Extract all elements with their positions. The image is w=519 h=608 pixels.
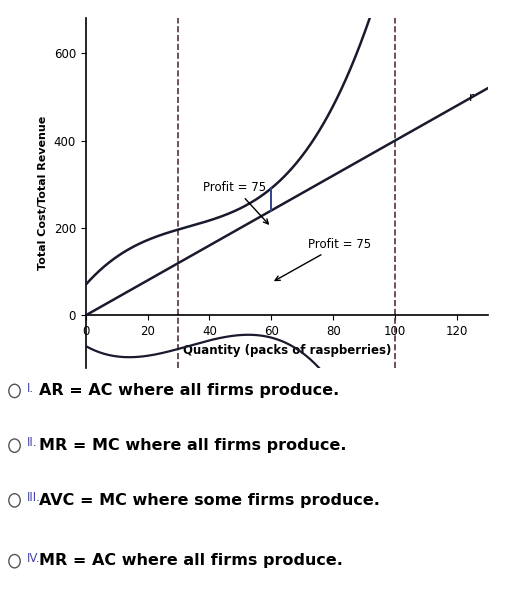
Text: Profit = 75: Profit = 75 <box>275 238 372 280</box>
Text: r: r <box>469 91 474 104</box>
Text: Profit = 75: Profit = 75 <box>203 181 268 224</box>
Text: II.: II. <box>27 437 37 449</box>
Text: AVC = MC where some firms produce.: AVC = MC where some firms produce. <box>39 492 380 508</box>
X-axis label: Quantity (packs of raspberries): Quantity (packs of raspberries) <box>183 344 391 357</box>
Text: AR = AC where all firms produce.: AR = AC where all firms produce. <box>39 383 339 398</box>
Text: MR = AC where all firms produce.: MR = AC where all firms produce. <box>39 553 343 568</box>
Y-axis label: Total Cost/Total Revenue: Total Cost/Total Revenue <box>38 116 48 270</box>
Text: III.: III. <box>27 491 41 504</box>
Text: I.: I. <box>27 382 34 395</box>
Text: MR = MC where all firms produce.: MR = MC where all firms produce. <box>39 438 346 453</box>
Text: IV.: IV. <box>27 552 40 565</box>
